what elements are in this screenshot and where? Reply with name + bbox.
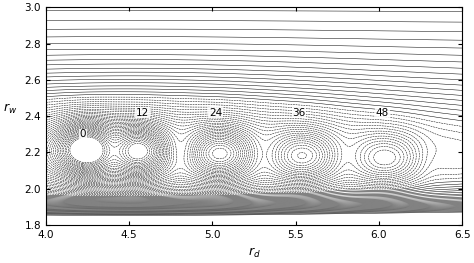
Text: 36: 36 (292, 108, 306, 118)
Text: 12: 12 (136, 108, 149, 118)
Y-axis label: $r_w$: $r_w$ (3, 102, 18, 116)
Text: 24: 24 (209, 108, 222, 118)
X-axis label: $r_d$: $r_d$ (248, 245, 261, 260)
Text: 0: 0 (79, 129, 86, 139)
Text: 48: 48 (376, 108, 389, 118)
